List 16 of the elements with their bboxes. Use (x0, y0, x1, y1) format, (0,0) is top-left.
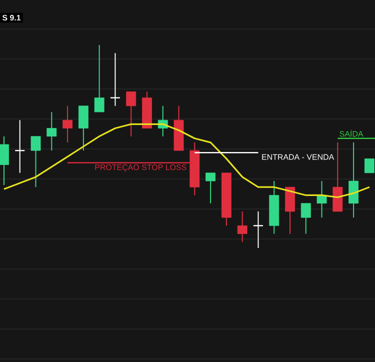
candlestick (0, 136, 9, 186)
candlestick (126, 91, 136, 137)
candlestick (78, 105, 88, 151)
candlestick (14, 119, 26, 174)
candlestick (46, 111, 57, 151)
candlestick (94, 44, 104, 112)
candlestick (316, 180, 327, 218)
candlestick (300, 202, 311, 234)
candlestick (237, 210, 248, 242)
candlestick (364, 158, 374, 174)
candlestick (348, 142, 359, 218)
candlestick (30, 136, 41, 188)
candlestick (252, 210, 264, 248)
candlestick (110, 52, 121, 106)
candlestick (206, 172, 216, 204)
candlestick (62, 105, 73, 143)
